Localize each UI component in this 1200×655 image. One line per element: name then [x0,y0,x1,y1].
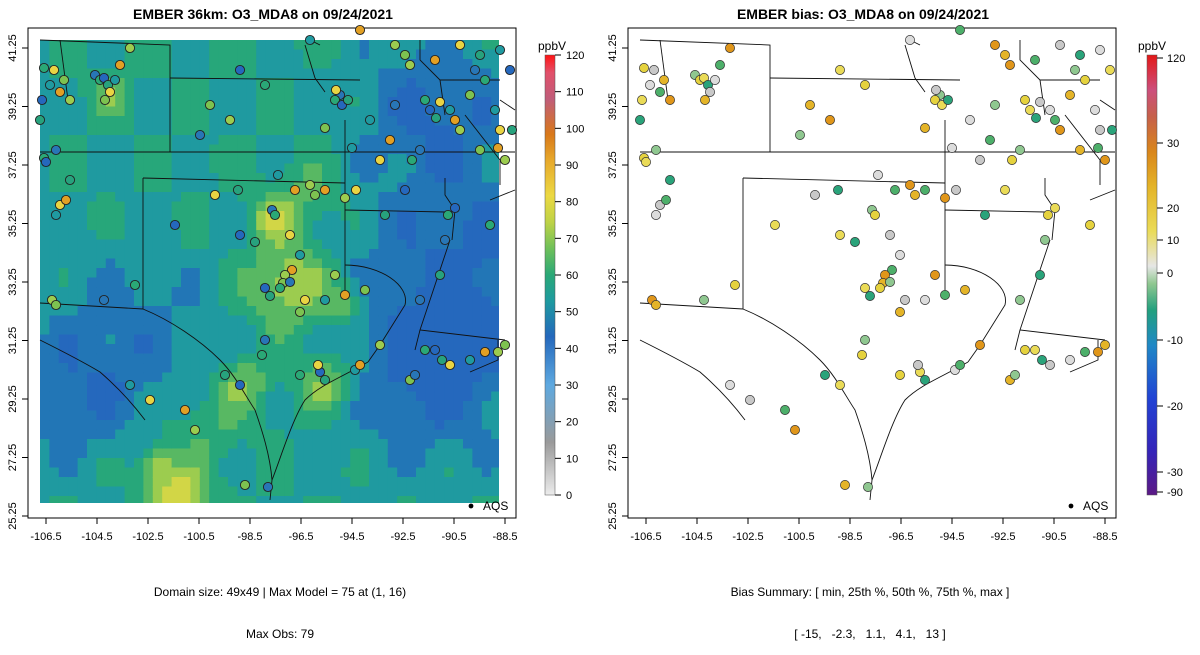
left-map-title: EMBER 36km: O3_MDA8 on 09/24/2021 [133,6,393,22]
svg-text:110: 110 [566,87,584,99]
svg-text:-102.5: -102.5 [732,531,763,543]
svg-text:120: 120 [1167,53,1185,65]
right-footer-bias-values: [ -15, -2.3, 1.1, 4.1, 13 ] [794,627,946,641]
svg-text:10: 10 [566,453,578,465]
svg-text:0: 0 [1167,268,1173,280]
left-colorbar-unit: ppbV [538,39,566,53]
left-colorbar-ticks: 0 10 20 30 40 50 60 70 80 90 100 110 120 [555,50,584,502]
svg-text:35.25: 35.25 [607,210,619,238]
svg-text:-96.5: -96.5 [888,531,913,543]
svg-text:-90.5: -90.5 [441,531,466,543]
svg-text:31.25: 31.25 [607,327,619,355]
svg-text:31.25: 31.25 [7,327,19,355]
svg-text:41.25: 41.25 [7,34,19,62]
left-ozone-field [40,40,499,503]
svg-text:41.25: 41.25 [607,34,619,62]
svg-text:-104.5: -104.5 [81,531,112,543]
svg-text:-98.5: -98.5 [237,531,262,543]
svg-text:-88.5: -88.5 [1092,531,1117,543]
svg-text:-98.5: -98.5 [837,531,862,543]
svg-text:29.25: 29.25 [7,385,19,413]
left-axes: -106.5 -104.5 -102.5 -100.5 -98.5 -96.5 -94.5 -… [7,34,518,543]
svg-text:27.25: 27.25 [607,444,619,472]
svg-text:37.25: 37.25 [607,151,619,179]
right-colorbar-ticks: 120 30 20 10 0 -10 -20 -30 -90 [1157,53,1185,499]
svg-text:-100.5: -100.5 [783,531,814,543]
svg-text:25.25: 25.25 [607,502,619,530]
svg-text:30: 30 [566,380,578,392]
svg-text:0: 0 [566,490,572,502]
svg-text:-102.5: -102.5 [132,531,163,543]
svg-text:-88.5: -88.5 [492,531,517,543]
svg-text:-94.5: -94.5 [939,531,964,543]
svg-text:20: 20 [1167,203,1179,215]
svg-text:-92.5: -92.5 [390,531,415,543]
left-footer-maxobs: Max Obs: 79 [245,627,315,641]
svg-text:37.25: 37.25 [7,151,19,179]
right-legend-label: AQS [1083,499,1108,513]
svg-text:40: 40 [566,343,578,355]
svg-text:35.25: 35.25 [7,210,19,238]
svg-text:80: 80 [566,197,578,209]
svg-text:-92.5: -92.5 [990,531,1015,543]
svg-text:60: 60 [566,270,578,282]
right-colorbar-unit: ppbV [1138,39,1166,53]
right-state-borders [639,39,1116,501]
left-legend-label: AQS [483,499,508,513]
svg-text:29.25: 29.25 [607,385,619,413]
svg-text:-100.5: -100.5 [183,531,214,543]
left-footer: Domain size: 49x49 | Max Model = 75 at (… [30,557,530,655]
right-map-title: EMBER bias: O3_MDA8 on 09/24/2021 [736,6,990,22]
right-footer: Bias Summary: [ min, 25th %, 50th %, 75t… [620,557,1120,655]
svg-text:-106.5: -106.5 [30,531,61,543]
left-colorbar [544,54,556,496]
left-aqs-sites [34,24,518,493]
svg-text:30: 30 [1167,138,1179,150]
svg-text:-96.5: -96.5 [288,531,313,543]
svg-text:10: 10 [1167,235,1179,247]
right-aqs-bias-sites [635,25,1117,492]
svg-text:-20: -20 [1167,401,1183,413]
svg-text:-104.5: -104.5 [681,531,712,543]
svg-text:27.25: 27.25 [7,444,19,472]
svg-text:120: 120 [566,50,584,62]
right-footer-bias-header: Bias Summary: [ min, 25th %, 50th %, 75t… [730,585,1010,599]
svg-text:100: 100 [566,123,584,135]
svg-text:-90: -90 [1167,487,1183,499]
svg-text:-30: -30 [1167,467,1183,479]
right-legend-marker [1068,503,1074,509]
map-figure: -106.5 -104.5 -102.5 -100.5 -98.5 -96.5 -94.5 -… [7,24,1185,543]
left-footer-domain: Domain size: 49x49 | Max Model = 75 at (… [153,585,407,599]
svg-text:90: 90 [566,160,578,172]
right-colorbar [1146,54,1158,496]
left-legend-marker [468,503,474,509]
svg-text:25.25: 25.25 [7,502,19,530]
svg-text:33.25: 33.25 [7,268,19,296]
svg-text:70: 70 [566,233,578,245]
svg-text:20: 20 [566,417,578,429]
svg-text:-94.5: -94.5 [339,531,364,543]
svg-text:-90.5: -90.5 [1041,531,1066,543]
svg-text:-106.5: -106.5 [630,531,661,543]
right-axes: -106.5 -104.5 -102.5 -100.5 -98.5 -96.5 -94.5 -… [607,34,1118,543]
svg-text:39.25: 39.25 [7,93,19,121]
svg-text:50: 50 [566,307,578,319]
svg-text:-10: -10 [1167,335,1183,347]
svg-text:33.25: 33.25 [607,268,619,296]
svg-text:39.25: 39.25 [607,93,619,121]
